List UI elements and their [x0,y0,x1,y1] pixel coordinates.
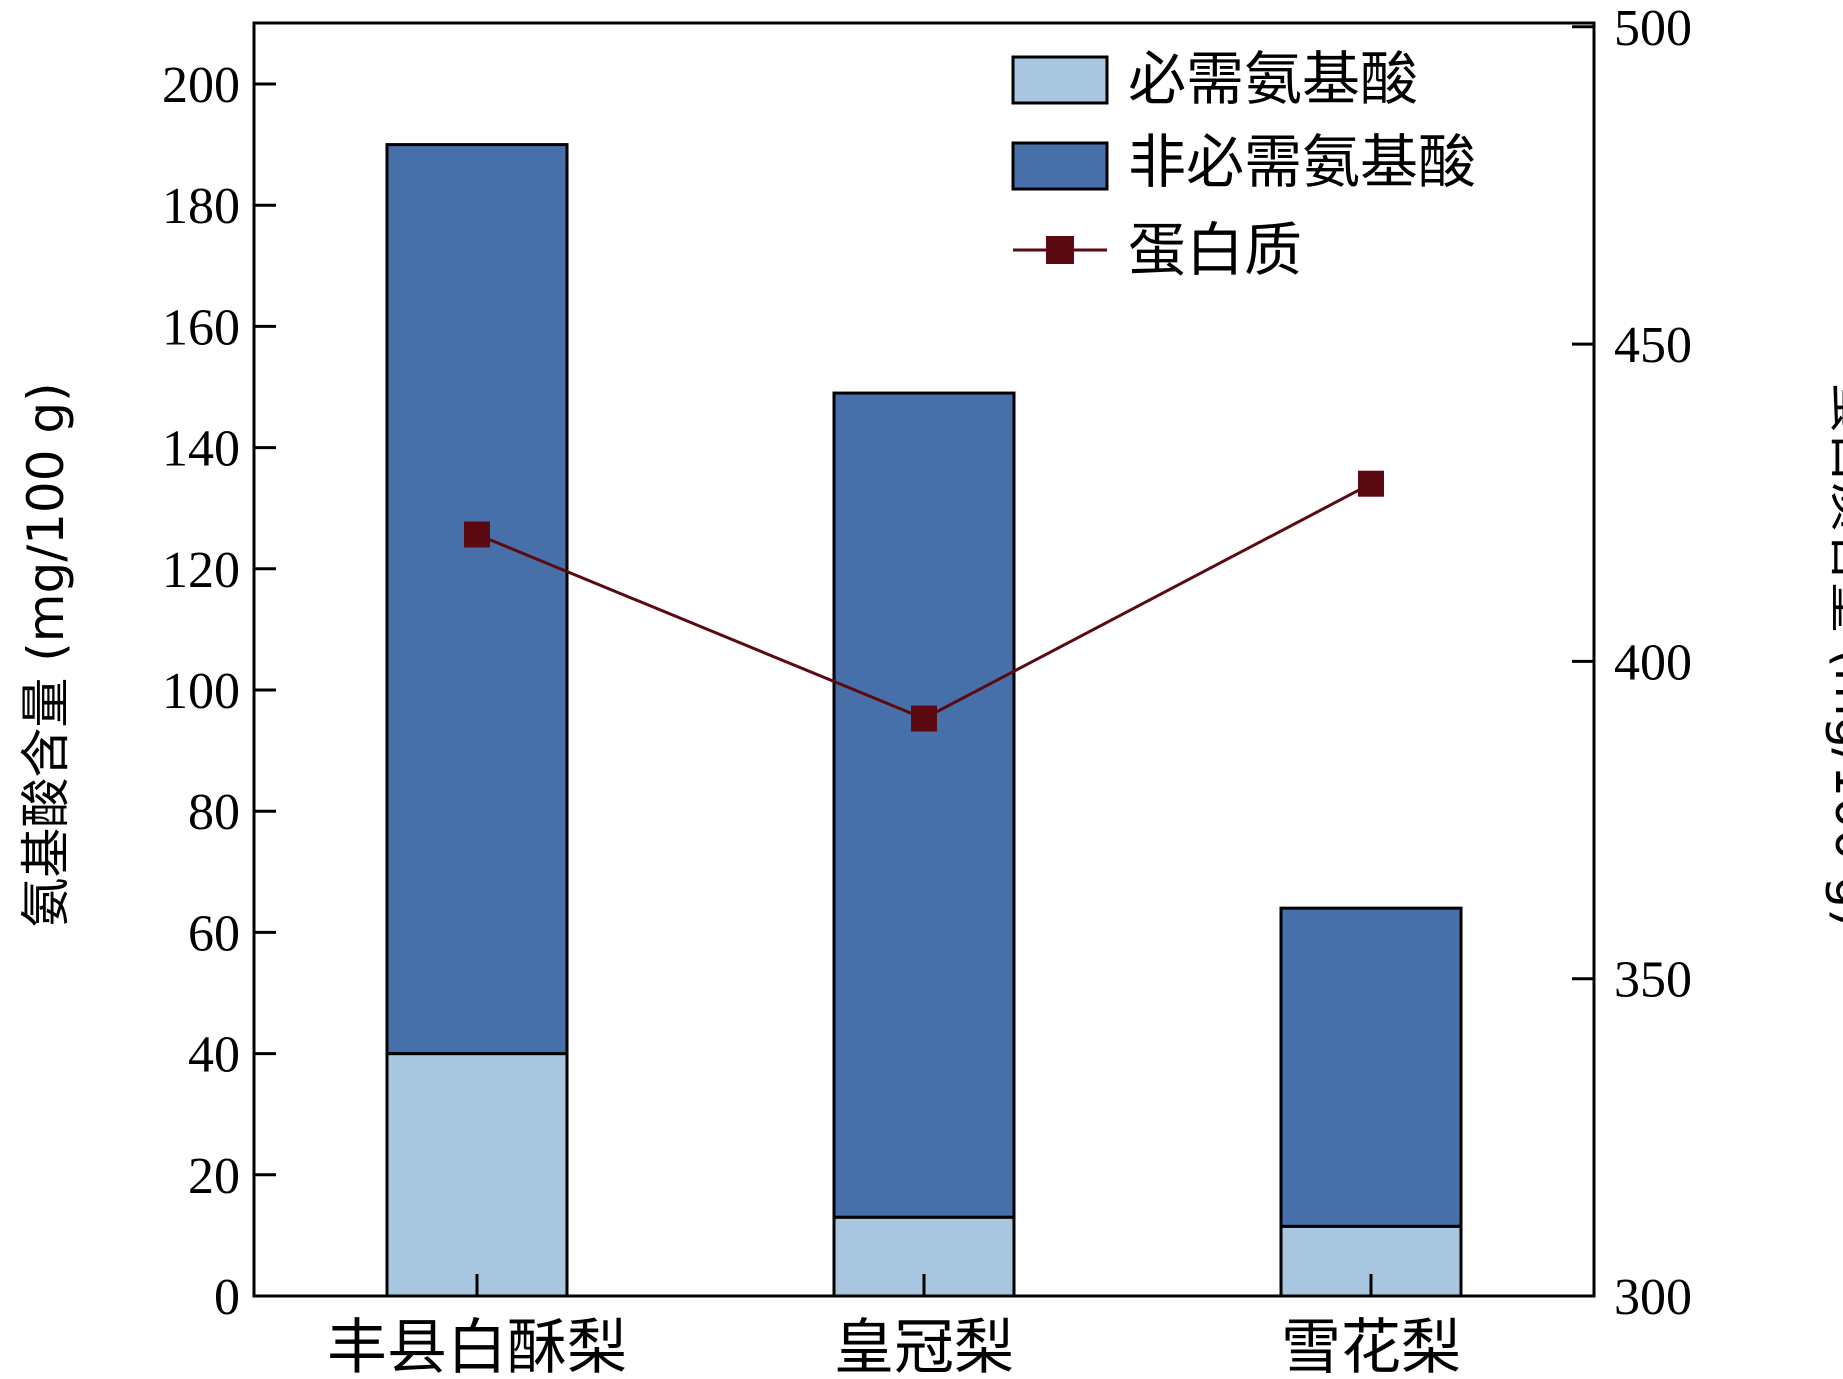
left-axis: 0 20 40 60 80 100 120 140 160 180 200 [162,57,276,1326]
y2-tick-label-1: 350 [1614,952,1692,1009]
legend-swatch-essential [1011,55,1109,105]
legend-label-protein: 蛋白质 [1128,216,1302,284]
protein-point-2 [1358,470,1384,497]
y-tick-label-8: 160 [162,299,240,356]
right-axis: 300 350 400 450 500 [1572,0,1692,1326]
legend-label-nonessential: 非必需氨基酸 [1128,128,1476,196]
bar-nonessential-0 [385,143,569,1056]
x-category-label-2: 雪花梨 [1281,1313,1461,1379]
y-tick-label-1: 20 [188,1148,240,1205]
y-tick-label-2: 40 [188,1027,240,1084]
bar-nonessential-2 [1279,906,1463,1228]
bars-layer [385,143,1463,1298]
y-tick-label-5: 100 [162,663,240,720]
y-tick-label-6: 120 [162,542,240,599]
protein-point-0 [464,521,490,548]
protein-line-layer [464,470,1384,732]
protein-point-1 [911,705,937,732]
y2-axis-title: 蛋白质含量 (mg/100 g) [1824,382,1843,927]
y-tick-label-7: 140 [162,421,240,478]
y-axis-title: 氨基酸含量 (mg/100 g) [17,382,75,927]
y-tick-label-4: 80 [188,784,240,841]
y2-tick-label-0: 300 [1614,1269,1692,1326]
legend-swatch-nonessential [1011,141,1109,191]
legend: 必需氨基酸 非必需氨基酸 蛋白质 [1011,45,1476,284]
y-tick-label-9: 180 [162,178,240,235]
x-category-label-0: 丰县白酥梨 [327,1313,627,1379]
y-tick-label-10: 200 [162,57,240,114]
y2-tick-label-4: 500 [1614,0,1692,57]
x-category-label-1: 皇冠梨 [834,1313,1014,1379]
x-axis: 丰县白酥梨 皇冠梨 雪花梨 [327,1274,1461,1379]
bar-nonessential-1 [832,391,1016,1219]
bar-essential-0 [385,1052,569,1298]
y2-tick-label-3: 450 [1614,317,1692,374]
legend-label-essential: 必需氨基酸 [1128,45,1418,113]
legend-marker-protein [1046,236,1074,264]
y-tick-label-3: 60 [188,905,240,962]
y2-tick-label-2: 400 [1614,634,1692,691]
y-tick-label-0: 0 [214,1269,240,1326]
